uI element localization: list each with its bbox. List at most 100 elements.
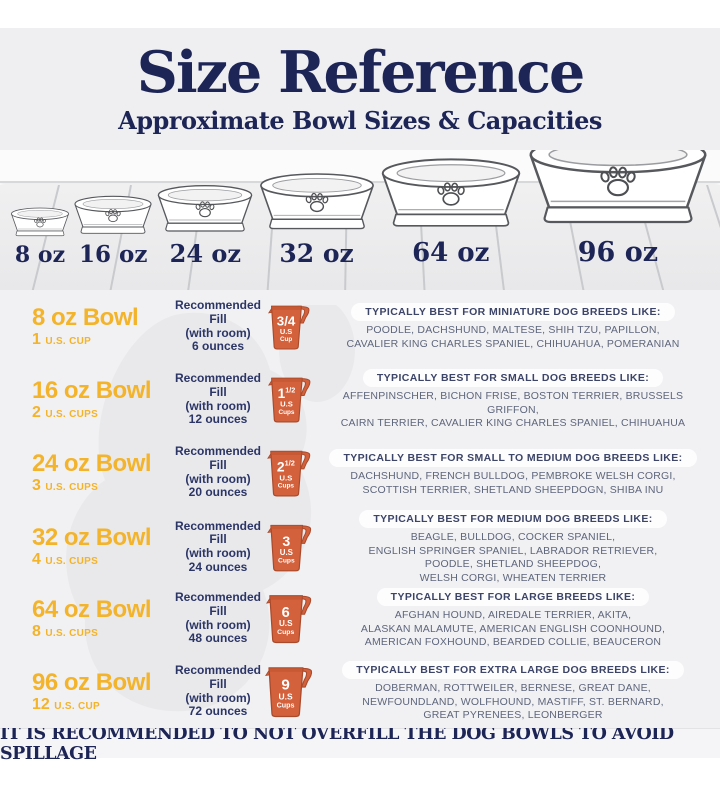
cups-equivalent: 4 U.S. CUPS	[32, 552, 172, 568]
svg-text:11/2: 11/2	[277, 385, 295, 401]
dog-bowl-icon	[259, 173, 374, 230]
size-title: 8 oz Bowl	[32, 303, 139, 331]
size-title: 24 oz Bowl	[32, 449, 152, 477]
measuring-cup: 3 U.S Cups	[264, 520, 316, 575]
bowl-64oz: 64 oz	[379, 157, 523, 266]
size-title: 64 oz Bowl	[32, 595, 152, 623]
cups-unit: U.S. CUPS	[45, 481, 99, 493]
cup-word: Cups	[277, 702, 295, 710]
measuring-cup: 6 U.S Cups	[264, 590, 316, 647]
breeds-cell: TYPICALLY BEST FOR SMALL DOG BREEDS LIKE…	[316, 368, 712, 431]
measuring-cup-icon: 21/2 U.S Cups	[267, 450, 311, 496]
recommended-fill: Recommended Fill (with room) 72 ounces	[172, 663, 264, 719]
fill-ounces: 72 ounces	[188, 704, 248, 719]
measuring-cup: 11/2 U.S Cups	[264, 373, 316, 426]
fill-ounces: 12 ounces	[188, 412, 248, 427]
cups-unit: U.S. CUPS	[45, 556, 99, 568]
size-row-16oz: 16 oz Bowl 2 U.S. CUPS Recommended Fill …	[0, 363, 720, 436]
breed-list: BEAGLE, BULLDOG, COCKER SPANIEL, ENGLISH…	[368, 531, 658, 584]
fill-note: (with room)	[185, 617, 251, 632]
fill-ounces: 24 ounces	[188, 560, 248, 575]
size-summary: 96 oz Bowl 12 U.S. CUP	[32, 668, 172, 713]
svg-text:6: 6	[282, 605, 290, 621]
fill-ounces: 48 ounces	[188, 631, 248, 646]
header: Size Reference Approximate Bowl Sizes & …	[0, 28, 720, 150]
breeds-cell: TYPICALLY BEST FOR MEDIUM DOG BREEDS LIK…	[316, 509, 712, 586]
cup-amount: 6	[282, 605, 290, 621]
footer: IT IS RECOMMENDED TO NOT OVERFILL THE DO…	[0, 724, 720, 764]
cups-number: 3	[32, 476, 41, 494]
recommended-fill: Recommended Fill (with room) 48 ounces	[172, 590, 264, 646]
bowl-32oz: 32 oz	[258, 172, 376, 266]
svg-text:9: 9	[281, 677, 289, 694]
fill-label: Recommended Fill	[174, 443, 262, 472]
bowl-size-label: 8 oz	[14, 242, 66, 268]
bowls-row: 8 oz 16 oz 24 oz 32 oz 64 oz 96 oz	[0, 150, 720, 290]
cups-number: 1	[32, 330, 41, 348]
cup-fraction: 1/2	[285, 458, 295, 467]
measuring-cup-icon: 11/2 U.S Cups	[267, 377, 310, 423]
cup-amount: 3	[282, 534, 290, 550]
page-subtitle: Approximate Bowl Sizes & Capacities	[118, 105, 602, 135]
best-for-heading: TYPICALLY BEST FOR SMALL TO MEDIUM DOG B…	[329, 448, 697, 467]
bottom-margin	[0, 758, 720, 788]
fill-note: (with room)	[185, 690, 251, 705]
cup-unit: U.S	[279, 473, 292, 482]
size-title: 96 oz Bowl	[32, 668, 152, 696]
cup-amount: 2	[277, 458, 285, 474]
cups-equivalent: 3 U.S. CUPS	[32, 476, 172, 494]
fill-label: Recommended Fill	[174, 297, 262, 326]
cup-fraction: 1/2	[285, 385, 295, 394]
fill-note: (with room)	[185, 398, 251, 413]
cups-equivalent: 12 U.S. CUP	[32, 695, 172, 713]
size-rows: 8 oz Bowl 1 U.S. CUP Recommended Fill (w…	[0, 290, 720, 728]
cup-word: Cups	[278, 557, 295, 564]
cup-amount: 9	[281, 677, 289, 694]
cup-amount: 1	[277, 386, 285, 401]
best-for-heading: TYPICALLY BEST FOR MEDIUM DOG BREEDS LIK…	[359, 510, 667, 528]
breeds-cell: TYPICALLY BEST FOR EXTRA LARGE DOG BREED…	[316, 660, 712, 723]
cups-unit: U.S. CUPS	[45, 408, 99, 420]
cups-unit: U.S. CUP	[45, 335, 92, 347]
breed-list: POODLE, DACHSHUND, MALTESE, SHIH TZU, PA…	[346, 323, 680, 350]
cups-equivalent: 1 U.S. CUP	[32, 330, 172, 348]
best-for-heading: TYPICALLY BEST FOR LARGE BREEDS LIKE:	[376, 588, 650, 607]
measuring-cup: 21/2 U.S Cups	[264, 446, 316, 500]
cups-number: 12	[32, 695, 50, 713]
dog-bowl-icon	[158, 185, 253, 232]
cup-unit: U.S	[279, 619, 293, 628]
breed-list: DOBERMAN, ROTTWEILER, BERNESE, GREAT DAN…	[362, 682, 664, 722]
best-for-heading: TYPICALLY BEST FOR EXTRA LARGE DOG BREED…	[342, 661, 684, 680]
recommended-fill: Recommended Fill (with room) 6 ounces	[172, 297, 264, 354]
fill-note: (with room)	[185, 325, 251, 340]
cups-unit: U.S. CUP	[54, 700, 100, 712]
bowl-16oz: 16 oz	[73, 195, 153, 266]
size-title: 16 oz Bowl	[32, 376, 152, 404]
bowl-size-label: 24 oz	[169, 239, 242, 268]
cup-unit: U.S	[280, 400, 293, 409]
fill-label: Recommended Fill	[174, 370, 262, 399]
cup-unit: U.S	[279, 548, 292, 557]
size-summary: 32 oz Bowl 4 U.S. CUPS	[32, 526, 172, 568]
size-details: 8 oz Bowl 1 U.S. CUP Recommended Fill (w…	[0, 290, 720, 728]
size-row-32oz: 32 oz Bowl 4 U.S. CUPS Recommended Fill …	[0, 509, 720, 584]
fill-note: (with room)	[185, 546, 251, 561]
breed-list: AFFENPINSCHER, BICHON FRISE, BOSTON TERR…	[340, 390, 686, 430]
recommended-fill: Recommended Fill (with room) 12 ounces	[172, 370, 264, 427]
cups-equivalent: 8 U.S. CUPS	[32, 623, 172, 640]
breeds-cell: TYPICALLY BEST FOR SMALL TO MEDIUM DOG B…	[316, 448, 712, 497]
cups-equivalent: 2 U.S. CUPS	[32, 404, 172, 421]
cup-unit: U.S	[280, 327, 292, 336]
svg-text:3/4: 3/4	[277, 313, 296, 328]
measuring-cup: 9 U.S Cups	[264, 662, 316, 721]
fill-label: Recommended Fill	[174, 518, 262, 547]
size-row-8oz: 8 oz Bowl 1 U.S. CUP Recommended Fill (w…	[0, 290, 720, 363]
cup-word: Cup	[280, 336, 292, 343]
bowl-8oz: 8 oz	[10, 207, 70, 266]
size-summary: 64 oz Bowl 8 U.S. CUPS	[32, 595, 172, 640]
bowl-size-scene: 8 oz 16 oz 24 oz 32 oz 64 oz 96 oz	[0, 150, 720, 290]
svg-text:21/2: 21/2	[277, 458, 295, 474]
measuring-cup-icon: 3/4 U.S Cup	[268, 305, 310, 350]
best-for-heading: TYPICALLY BEST FOR MINIATURE DOG BREEDS …	[351, 302, 675, 321]
breeds-cell: TYPICALLY BEST FOR LARGE BREEDS LIKE: AF…	[316, 587, 712, 650]
